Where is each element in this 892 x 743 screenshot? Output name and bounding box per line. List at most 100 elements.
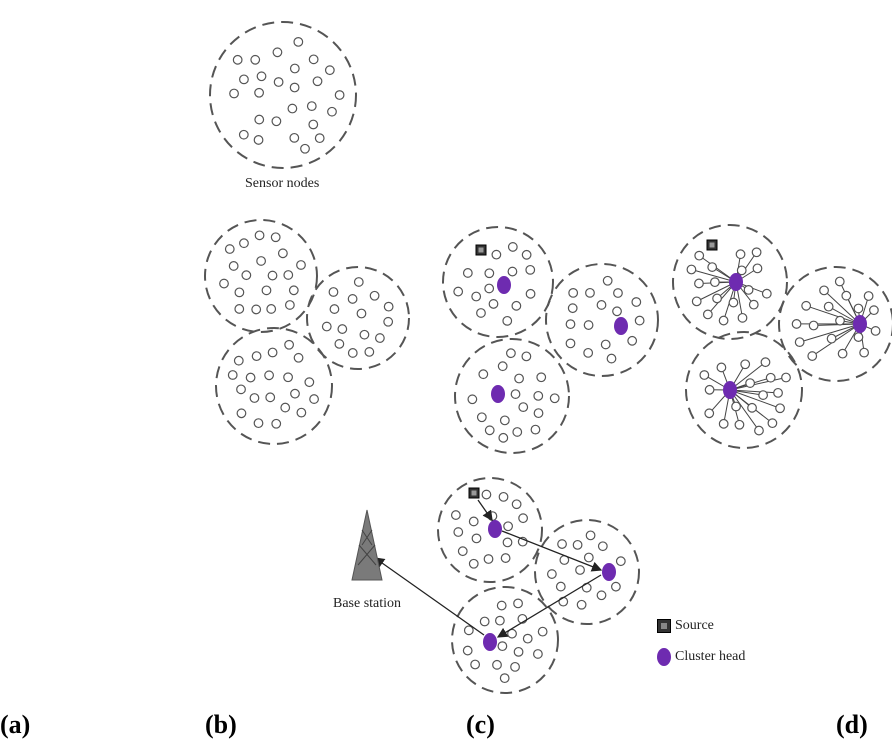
cluster-head bbox=[491, 385, 505, 403]
sensor-node bbox=[467, 394, 478, 405]
sensor-node bbox=[256, 256, 267, 266]
sensor-node bbox=[572, 539, 583, 550]
node-link bbox=[729, 389, 760, 431]
cluster-boundary bbox=[778, 266, 892, 382]
sensor-node bbox=[283, 372, 293, 383]
panel-label-a: (a) bbox=[0, 710, 31, 739]
sensor-node bbox=[462, 645, 473, 656]
sensor-node bbox=[699, 370, 710, 380]
source-icon bbox=[657, 619, 671, 633]
sensor-node bbox=[478, 369, 489, 380]
flow-arrow-head-to-head bbox=[501, 530, 603, 572]
sensor-node bbox=[707, 262, 718, 272]
sensor-node bbox=[293, 352, 304, 363]
sensor-node bbox=[289, 132, 300, 143]
sensor-node bbox=[743, 284, 754, 295]
sensor-node bbox=[324, 65, 335, 76]
sensor-node bbox=[502, 537, 513, 548]
sensor-node bbox=[327, 106, 337, 117]
sensor-node bbox=[356, 308, 367, 319]
sensor-node bbox=[219, 278, 229, 289]
sensor-node bbox=[289, 82, 300, 93]
cluster-head bbox=[497, 276, 511, 294]
sensor-node bbox=[691, 296, 702, 307]
sensor-node bbox=[270, 232, 281, 243]
sensor-node bbox=[479, 616, 490, 627]
sensor-node bbox=[484, 283, 495, 294]
sensor-node bbox=[765, 372, 776, 383]
sensor-node bbox=[507, 242, 518, 252]
sensor-node bbox=[808, 320, 819, 331]
sensor-node bbox=[511, 300, 522, 311]
sensor-node bbox=[232, 54, 243, 65]
sensor-node bbox=[758, 390, 769, 400]
sensor-node bbox=[476, 412, 487, 423]
sensor-node bbox=[853, 303, 864, 314]
sensor-node bbox=[498, 432, 509, 443]
sensor-node bbox=[754, 425, 764, 436]
cluster-head bbox=[602, 563, 616, 581]
sensor-node bbox=[241, 270, 252, 281]
sensor-node bbox=[702, 309, 713, 320]
sensor-node bbox=[273, 77, 284, 87]
sensor-node bbox=[634, 315, 645, 326]
sensor-node bbox=[308, 54, 319, 65]
sensor-node bbox=[229, 88, 239, 99]
cluster-head bbox=[614, 317, 628, 335]
sensor-node bbox=[453, 527, 464, 537]
sensor-node bbox=[568, 287, 579, 298]
node-link bbox=[805, 305, 861, 325]
sensor-node bbox=[751, 247, 762, 258]
sensor-node bbox=[606, 353, 617, 364]
sensor-node bbox=[736, 265, 747, 276]
cluster-head bbox=[853, 315, 867, 333]
sensor-node bbox=[491, 249, 502, 260]
flow-arrow-to-base-station bbox=[373, 557, 485, 636]
sensor-node bbox=[748, 299, 759, 310]
sensor-node bbox=[775, 403, 785, 414]
sensor-node bbox=[747, 402, 757, 413]
sensor-node bbox=[249, 393, 260, 403]
cluster-head bbox=[488, 520, 502, 538]
sensor-node bbox=[718, 418, 729, 429]
sensor-node bbox=[518, 402, 529, 413]
sensor-node bbox=[256, 71, 267, 82]
sensor-node bbox=[457, 546, 468, 557]
sensor-node bbox=[261, 285, 272, 296]
sensor-node bbox=[819, 285, 829, 296]
cluster-head bbox=[729, 273, 743, 291]
sensor-node bbox=[731, 401, 741, 412]
sensor-node bbox=[254, 114, 265, 125]
sensor-node bbox=[533, 408, 544, 419]
sensor-node bbox=[306, 101, 317, 112]
sensor-node bbox=[583, 347, 594, 358]
panel-label-d: (d) bbox=[836, 710, 868, 739]
sensor-node bbox=[704, 408, 715, 419]
sensor-node bbox=[463, 625, 474, 636]
sensor-node bbox=[728, 297, 739, 308]
sensor-node bbox=[761, 288, 772, 299]
sensor-node bbox=[567, 303, 578, 314]
sensor-node bbox=[514, 373, 524, 384]
sensor-node bbox=[383, 301, 394, 312]
sensor-node bbox=[492, 659, 502, 670]
sensor-node bbox=[585, 287, 595, 298]
sensor-node bbox=[734, 419, 745, 430]
sensor-node bbox=[488, 299, 499, 309]
sensor-node bbox=[468, 516, 479, 527]
sensor-node bbox=[271, 116, 282, 127]
sensor-node bbox=[525, 288, 536, 299]
sensor-node bbox=[296, 260, 306, 270]
sensor-node bbox=[359, 329, 370, 340]
sensor-node bbox=[615, 556, 626, 567]
panel-label-c: (c) bbox=[466, 710, 495, 739]
sensor-node bbox=[807, 351, 818, 361]
sensor-node bbox=[834, 276, 845, 287]
sensor-node bbox=[253, 418, 264, 429]
sensor-node bbox=[283, 270, 294, 280]
sensor-node bbox=[254, 230, 265, 241]
sensor-node bbox=[234, 304, 245, 314]
sensor-node bbox=[536, 372, 547, 383]
sensor-node bbox=[287, 103, 298, 114]
